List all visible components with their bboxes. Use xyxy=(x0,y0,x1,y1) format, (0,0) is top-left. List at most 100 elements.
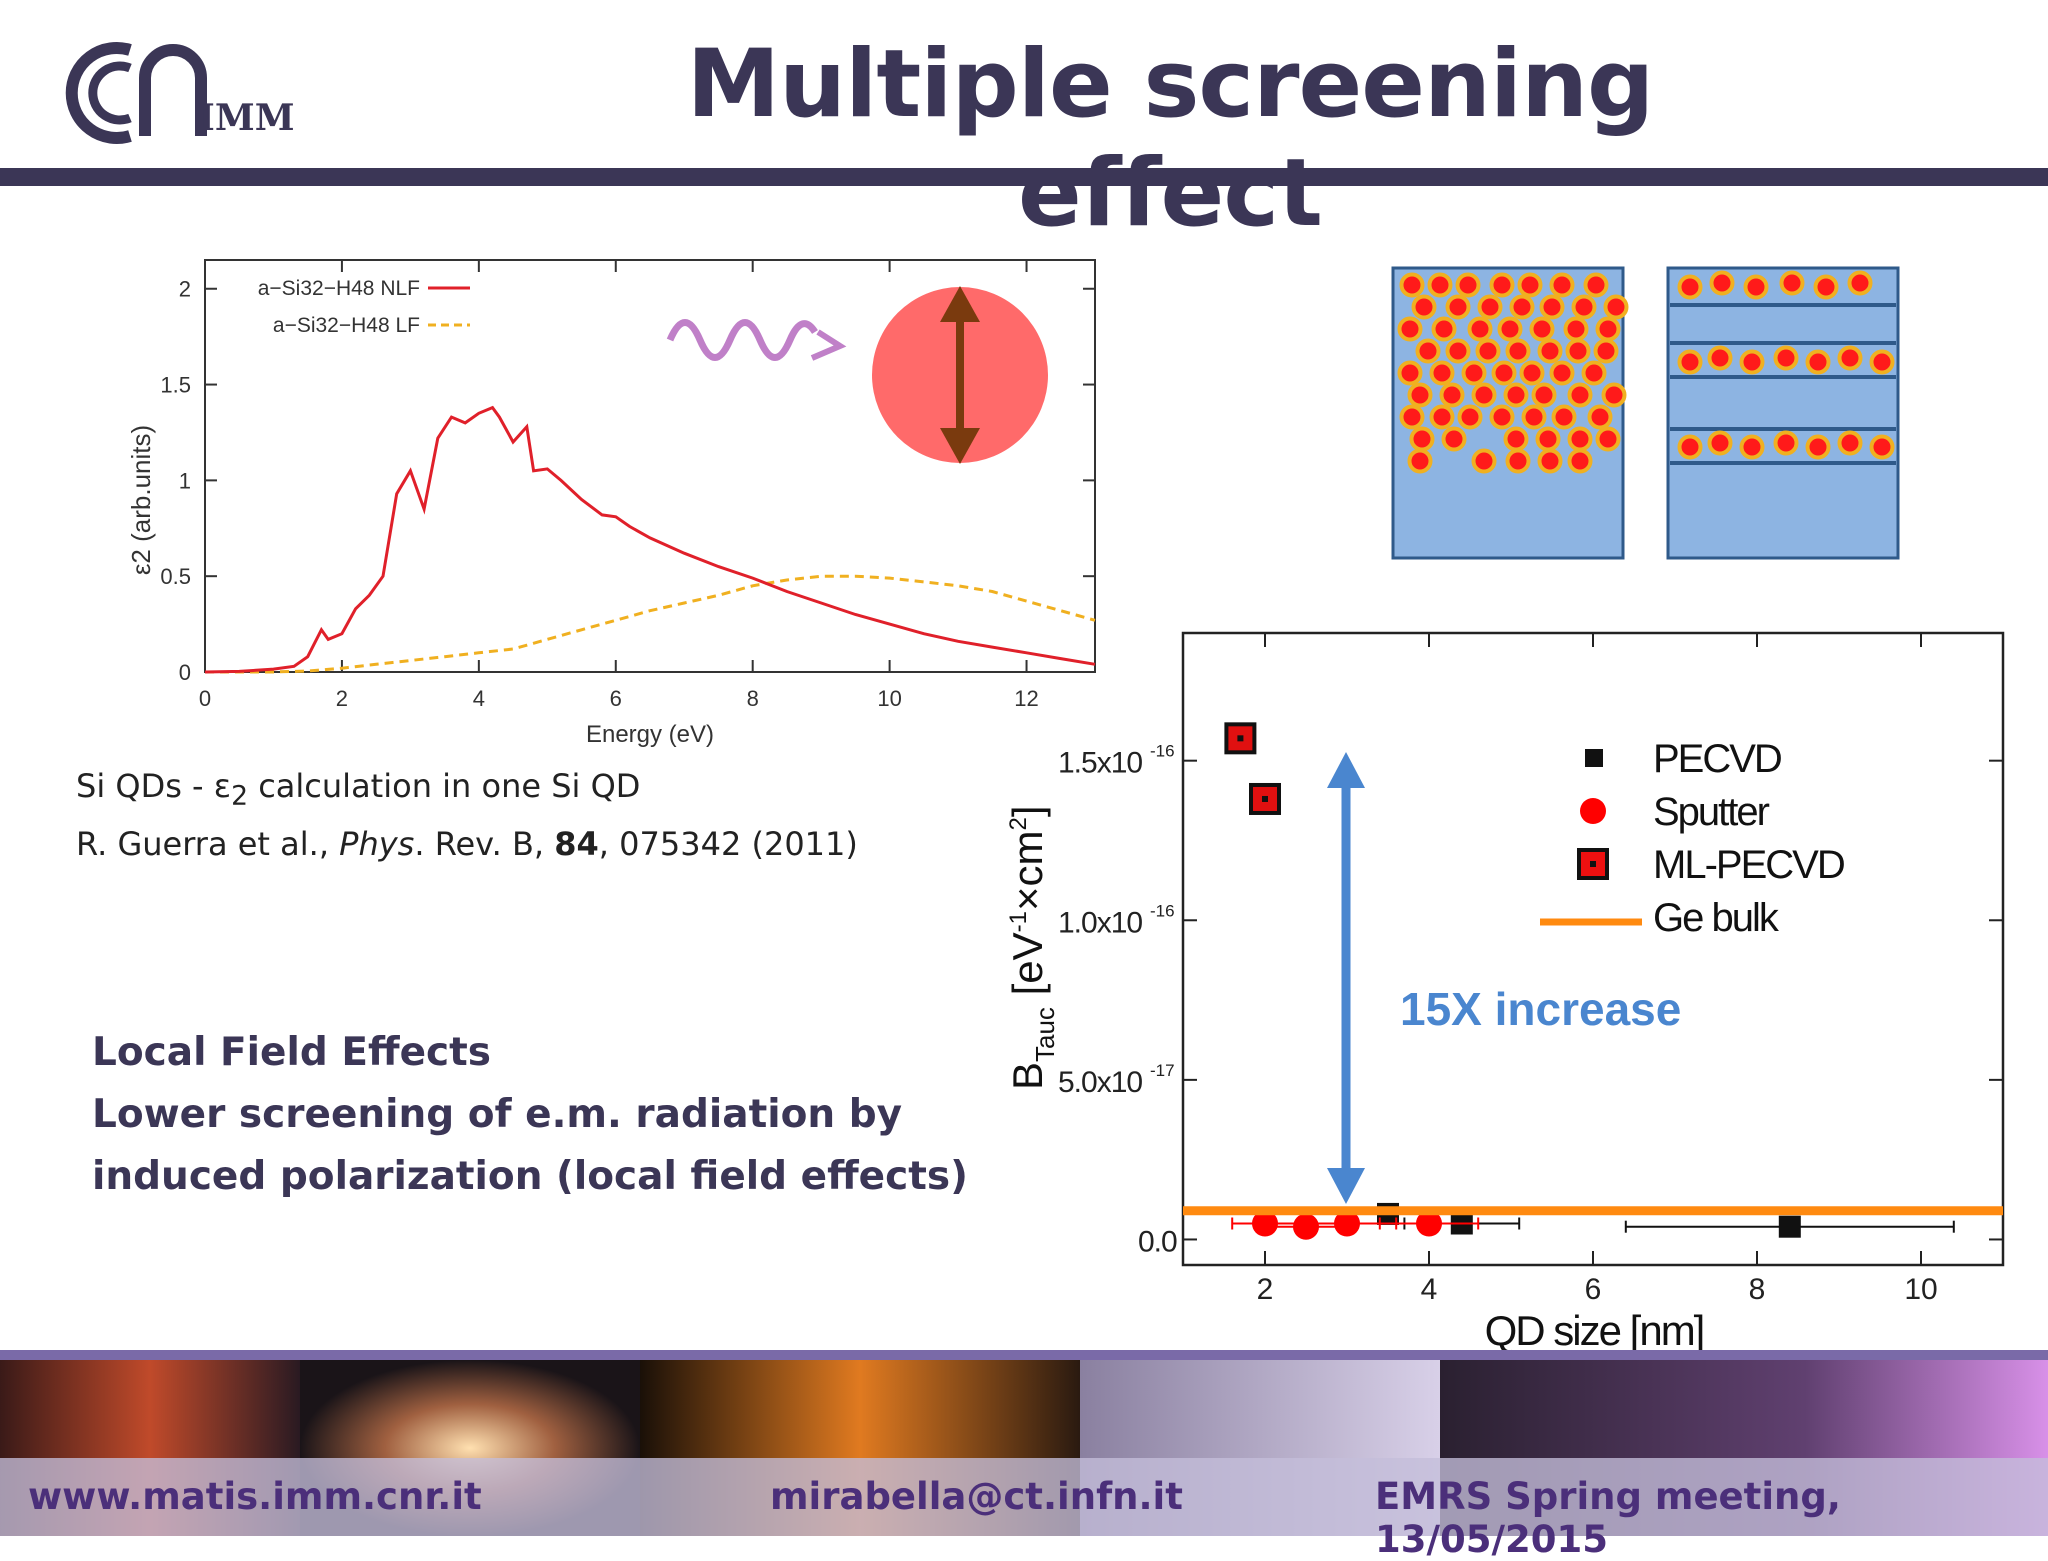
legend-mlpecvd-label: ML-PECVD xyxy=(1653,843,1844,887)
qd-dot xyxy=(1677,349,1703,375)
qd-dot xyxy=(1399,272,1425,298)
qd-dot xyxy=(1571,294,1597,320)
qd-dot xyxy=(1471,448,1497,474)
sputter-point xyxy=(1416,1210,1442,1237)
left-y-axis-label: ε2 (arb.units) xyxy=(126,425,156,575)
legend-nlf-label: a−Si32−H48 NLF xyxy=(258,277,420,300)
legend-pecvd-marker xyxy=(1585,749,1603,767)
qd-dot xyxy=(1677,274,1703,300)
point-1: Local Field Effects xyxy=(92,1030,492,1075)
qd-dot xyxy=(1505,338,1531,364)
qd-dot xyxy=(1567,426,1593,452)
qd-dot xyxy=(1397,360,1423,386)
qd-dot xyxy=(1491,360,1517,386)
qd-dot xyxy=(1497,316,1523,342)
footer-event: EMRS Spring meeting, 13/05/2015 xyxy=(1375,1475,1841,1561)
qd-dot xyxy=(1467,316,1493,342)
left-y-tick-label: 1.5 xyxy=(160,373,191,398)
left-x-tick-label: 2 xyxy=(336,686,348,711)
qd-dot xyxy=(1471,382,1497,408)
qd-structure-illustration xyxy=(1391,266,1900,560)
epsilon2-chart: 0 0.5 1 1.5 2 0 2 4 6 8 10 12 ε2 (arb.units) Energ… xyxy=(126,259,1096,748)
qd-dot xyxy=(1869,434,1895,460)
qd-dot xyxy=(1399,404,1425,430)
qd-dot xyxy=(1563,316,1589,342)
qd-dot xyxy=(1517,272,1543,298)
right-y-tick-exp: -16 xyxy=(1150,742,1175,761)
qd-dot xyxy=(1503,426,1529,452)
figure-caption: Si QDs - ε2 calculation in one Si QD R. … xyxy=(76,767,858,864)
left-x-tick-label: 10 xyxy=(877,686,901,711)
right-y-tick-label: 1.0x10 xyxy=(1058,906,1142,939)
footer-website[interactable]: www.matis.imm.cnr.it xyxy=(28,1475,482,1518)
qd-dot xyxy=(1677,434,1703,460)
qd-dot xyxy=(1595,426,1621,452)
left-x-tick-label: 6 xyxy=(610,686,622,711)
legend-lf-label: a−Si32−H48 LF xyxy=(273,314,420,337)
sputter-point xyxy=(1334,1210,1360,1237)
left-y-ticks: 0 0.5 1 1.5 2 xyxy=(160,277,1095,685)
legend-sputter-marker xyxy=(1580,798,1606,824)
right-y-tick-label: 5.0x10 xyxy=(1058,1066,1142,1099)
qd-dot xyxy=(1427,272,1453,298)
footer-email[interactable]: mirabella@ct.infn.it xyxy=(770,1475,1183,1518)
qd-dot xyxy=(1489,404,1515,430)
qd-dot xyxy=(1567,382,1593,408)
left-x-axis-label: Energy (eV) xyxy=(586,721,714,748)
qd-dot xyxy=(1519,360,1545,386)
qd-dot xyxy=(1509,294,1535,320)
qd-dot xyxy=(1773,430,1799,456)
qd-dot xyxy=(1709,270,1735,296)
right-y-tick-label: 1.5x10 xyxy=(1058,747,1142,780)
left-x-tick-label: 4 xyxy=(473,686,485,711)
qd-dot xyxy=(1805,434,1831,460)
qd-dot xyxy=(1455,272,1481,298)
slide-title: Multiple screening effect xyxy=(686,30,1655,248)
left-x-ticks: 0 2 4 6 8 10 12 xyxy=(199,260,1039,711)
pecvd-point xyxy=(1778,1215,1801,1238)
qd-dot xyxy=(1581,360,1607,386)
qd-dot xyxy=(1445,294,1471,320)
qd-dot xyxy=(1779,270,1805,296)
qd-dot xyxy=(1539,294,1565,320)
right-x-tick-label: 2 xyxy=(1257,1273,1274,1306)
legend-mlpecvd-marker xyxy=(1577,848,1609,880)
qd-dot xyxy=(1537,338,1563,364)
em-wave-icon xyxy=(666,319,818,361)
qd-dot xyxy=(1429,404,1455,430)
qd-dot xyxy=(1847,270,1873,296)
qd-dot xyxy=(1531,382,1557,408)
qd-dot xyxy=(1409,426,1435,452)
multilayer-qd-dots xyxy=(1677,270,1895,460)
qd-dot xyxy=(1587,404,1613,430)
right-x-axis-label: QD size [nm] xyxy=(1485,1307,1704,1354)
increase-arrow-head-bottom xyxy=(1327,1168,1365,1204)
series-nlf-line xyxy=(204,405,1096,674)
qd-dot xyxy=(1739,349,1765,375)
point-2: Lower screening of e.m. radiation by xyxy=(92,1092,903,1137)
qd-dot xyxy=(1441,426,1467,452)
qd-dot xyxy=(1415,338,1441,364)
qd-dot xyxy=(1707,345,1733,371)
left-y-tick-label: 0 xyxy=(179,660,191,685)
qd-dot xyxy=(1537,448,1563,474)
right-x-tick-label: 6 xyxy=(1585,1273,1602,1306)
dipole-head-bottom-icon xyxy=(940,428,980,464)
qd-dot xyxy=(1551,404,1577,430)
qd-dot xyxy=(1805,349,1831,375)
qd-dot xyxy=(1565,338,1591,364)
qd-dot xyxy=(1583,272,1609,298)
qd-dot xyxy=(1837,430,1863,456)
left-y-tick-label: 0.5 xyxy=(160,564,191,589)
qd-dot xyxy=(1429,360,1455,386)
cnr-logo xyxy=(55,38,305,148)
legend-gebulk-label: Ge bulk xyxy=(1653,896,1780,940)
right-y-axis-label: BTauc [eV-1×cm2] xyxy=(1004,805,1060,1090)
qd-dot xyxy=(1457,404,1483,430)
qd-dot xyxy=(1477,294,1503,320)
key-points: Local Field Effects Lower screening of e… xyxy=(92,1022,968,1208)
right-axis-ticks: 2 4 6 8 10 0.0 5.0x10 -17 1.0x10 -16 1.5x10 -16 xyxy=(1058,633,2003,1306)
dipole-head-top-icon xyxy=(940,286,980,322)
qd-dot xyxy=(1489,272,1515,298)
right-y-tick-exp: -17 xyxy=(1150,1061,1175,1080)
